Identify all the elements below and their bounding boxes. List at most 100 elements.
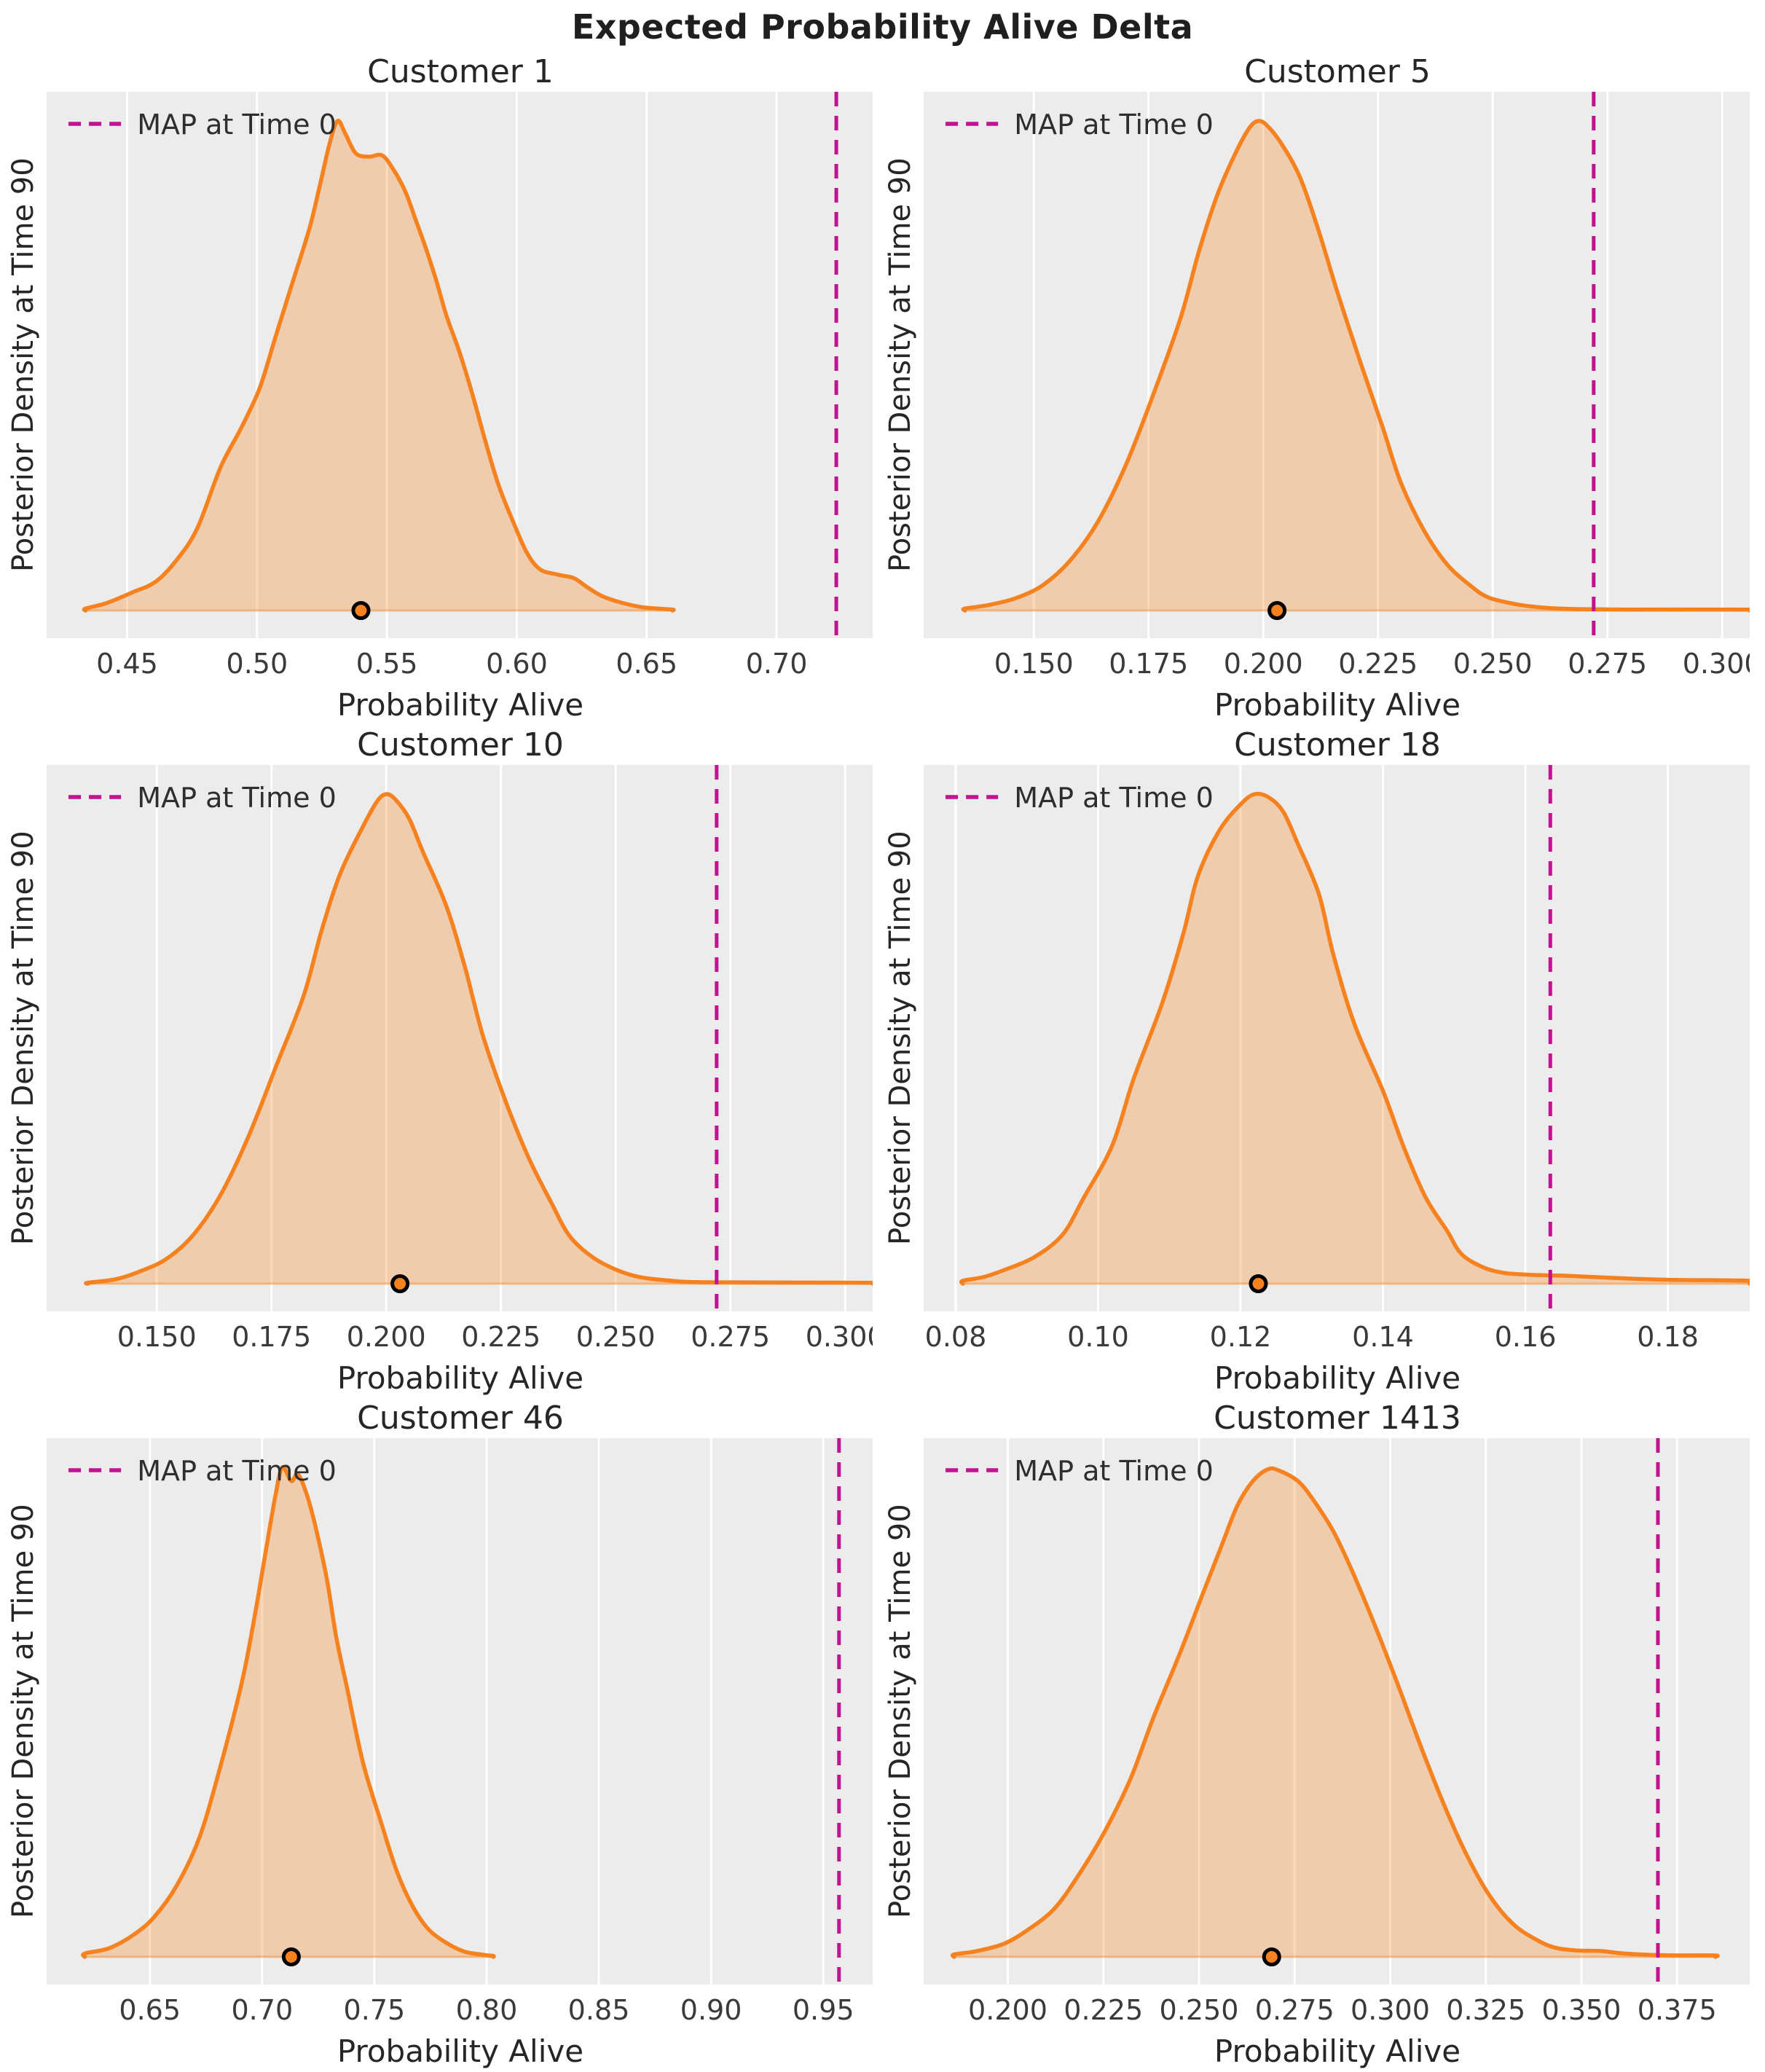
x-tick-label: 0.175 bbox=[232, 1321, 311, 1353]
y-axis-label: Posterior Density at Time 90 bbox=[7, 1504, 40, 1919]
x-axis-label: Probability Alive bbox=[337, 687, 584, 723]
x-tick-label: 0.225 bbox=[461, 1321, 540, 1353]
x-tick-label: 0.150 bbox=[117, 1321, 197, 1353]
x-tick-label: 0.70 bbox=[231, 1994, 293, 2026]
x-tick-label: 0.16 bbox=[1495, 1321, 1557, 1353]
kde-plot: 0.08 0.10 0.12 0.14 0.16 0.18 MAP at Time 0 bbox=[924, 765, 1750, 1353]
subplot-customer-46: Posterior Density at Time 90 Customer 46… bbox=[0, 1399, 874, 2072]
x-tick-label: 0.375 bbox=[1638, 1994, 1717, 2026]
expected-value-marker bbox=[351, 601, 371, 620]
x-tick-label: 0.250 bbox=[1453, 648, 1533, 680]
x-tick-label: 0.55 bbox=[356, 648, 418, 680]
kde-fill-area bbox=[82, 1467, 495, 1957]
x-tick-label: 0.85 bbox=[568, 1994, 630, 2026]
expected-value-marker bbox=[1262, 1947, 1281, 1966]
legend-label: MAP at Time 0 bbox=[1014, 109, 1214, 141]
x-axis-label: Probability Alive bbox=[1214, 1360, 1461, 1396]
kde-curve bbox=[959, 791, 1750, 1286]
x-tick-label: 0.300 bbox=[806, 1321, 873, 1353]
kde-plot: 0.150 0.175 0.200 0.225 0.250 0.275 0.300 MAP a… bbox=[924, 92, 1750, 680]
plot-background bbox=[924, 92, 1750, 638]
kde-fill-area bbox=[963, 120, 1750, 611]
x-tick-label: 0.200 bbox=[1224, 648, 1303, 680]
x-tick-label: 0.225 bbox=[1064, 1994, 1143, 2026]
x-tick-label: 0.45 bbox=[96, 648, 158, 680]
subplot-title: Customer 1 bbox=[367, 53, 554, 90]
expected-value-marker bbox=[281, 1947, 301, 1966]
y-axis-label: Posterior Density at Time 90 bbox=[884, 831, 917, 1246]
subplot-customer-10: Posterior Density at Time 90 Customer 10… bbox=[0, 726, 874, 1399]
subplot-customer-1: Posterior Density at Time 90 Customer 1 … bbox=[0, 52, 874, 726]
kde-fill-area bbox=[961, 793, 1750, 1284]
expected-value-marker bbox=[1249, 1274, 1268, 1293]
legend-label: MAP at Time 0 bbox=[137, 1455, 337, 1487]
x-tick-label: 0.275 bbox=[1255, 1994, 1334, 2026]
x-tick-label: 0.95 bbox=[793, 1994, 854, 2026]
x-tick-label: 0.80 bbox=[456, 1994, 518, 2026]
y-axis-label: Posterior Density at Time 90 bbox=[884, 157, 917, 573]
kde-curve bbox=[950, 1466, 1720, 1959]
x-tick-label: 0.325 bbox=[1446, 1994, 1525, 2026]
y-axis-label: Posterior Density at Time 90 bbox=[884, 1504, 917, 1919]
x-tick-label: 0.175 bbox=[1109, 648, 1188, 680]
x-axis-label: Probability Alive bbox=[337, 2033, 584, 2069]
subplot-customer-5: Posterior Density at Time 90 Customer 5 … bbox=[877, 52, 1751, 726]
legend-label: MAP at Time 0 bbox=[137, 782, 337, 814]
kde-fill-area bbox=[952, 1468, 1718, 1957]
x-tick-label: 0.250 bbox=[1160, 1994, 1239, 2026]
legend-label: MAP at Time 0 bbox=[137, 109, 337, 141]
legend-label: MAP at Time 0 bbox=[1014, 1455, 1214, 1487]
kde-curve bbox=[81, 1465, 496, 1959]
plot-background bbox=[924, 765, 1750, 1311]
x-tick-label: 0.350 bbox=[1542, 1994, 1621, 2026]
figure-title: Expected Probability Alive Delta bbox=[571, 7, 1194, 47]
x-axis-label: Probability Alive bbox=[1214, 2033, 1461, 2069]
x-tick-label: 0.14 bbox=[1352, 1321, 1414, 1353]
subplot-title: Customer 1413 bbox=[1214, 1400, 1461, 1437]
x-tick-label: 0.275 bbox=[691, 1321, 770, 1353]
x-tick-label: 0.50 bbox=[226, 648, 288, 680]
y-axis-label: Posterior Density at Time 90 bbox=[7, 157, 40, 573]
x-tick-label: 0.70 bbox=[746, 648, 808, 680]
x-tick-label: 0.90 bbox=[680, 1994, 742, 2026]
kde-plot: 0.150 0.175 0.200 0.225 0.250 0.275 0.300 MAP a… bbox=[47, 765, 873, 1353]
x-tick-label: 0.10 bbox=[1067, 1321, 1129, 1353]
x-tick-label: 0.75 bbox=[344, 1994, 406, 2026]
plot-background bbox=[47, 765, 873, 1311]
kde-fill-area bbox=[85, 793, 873, 1284]
subplot-customer-1413: Posterior Density at Time 90 Customer 14… bbox=[877, 1399, 1751, 2072]
kde-plot: 0.200 0.225 0.250 0.275 0.300 0.325 0.350 0.375… bbox=[924, 1438, 1750, 2026]
x-tick-label: 0.250 bbox=[576, 1321, 656, 1353]
x-tick-label: 0.12 bbox=[1210, 1321, 1272, 1353]
x-tick-label: 0.300 bbox=[1351, 1994, 1430, 2026]
x-tick-label: 0.65 bbox=[119, 1994, 181, 2026]
x-tick-label: 0.225 bbox=[1338, 648, 1418, 680]
x-tick-label: 0.200 bbox=[968, 1994, 1047, 2026]
kde-plot: 0.45 0.50 0.55 0.60 0.65 0.70 MAP at Time 0 bbox=[47, 92, 873, 680]
x-tick-label: 0.300 bbox=[1683, 648, 1750, 680]
x-tick-label: 0.150 bbox=[994, 648, 1074, 680]
x-tick-label: 0.08 bbox=[925, 1321, 987, 1353]
plot-background bbox=[924, 1438, 1750, 1985]
x-tick-label: 0.200 bbox=[347, 1321, 426, 1353]
expected-value-marker bbox=[390, 1274, 410, 1293]
subplot-title: Customer 10 bbox=[357, 726, 564, 764]
kde-curve bbox=[961, 119, 1750, 613]
x-axis-label: Probability Alive bbox=[337, 1360, 584, 1396]
subplot-title: Customer 18 bbox=[1234, 726, 1441, 764]
kde-curve bbox=[82, 119, 676, 613]
legend-label: MAP at Time 0 bbox=[1014, 782, 1214, 814]
kde-plot: 0.65 0.70 0.75 0.80 0.85 0.90 0.95 MAP at Time … bbox=[47, 1438, 873, 2026]
kde-curve bbox=[84, 792, 873, 1286]
subplot-grid: Posterior Density at Time 90 Customer 1 … bbox=[0, 52, 1765, 2072]
x-axis-label: Probability Alive bbox=[1214, 687, 1461, 723]
x-tick-label: 0.275 bbox=[1568, 648, 1647, 680]
x-tick-label: 0.60 bbox=[486, 648, 548, 680]
subplot-title: Customer 46 bbox=[357, 1400, 564, 1437]
x-tick-label: 0.18 bbox=[1637, 1321, 1699, 1353]
x-tick-label: 0.65 bbox=[616, 648, 677, 680]
subplot-title: Customer 5 bbox=[1244, 53, 1431, 90]
kde-fill-area bbox=[84, 120, 675, 611]
expected-value-marker bbox=[1267, 601, 1287, 620]
